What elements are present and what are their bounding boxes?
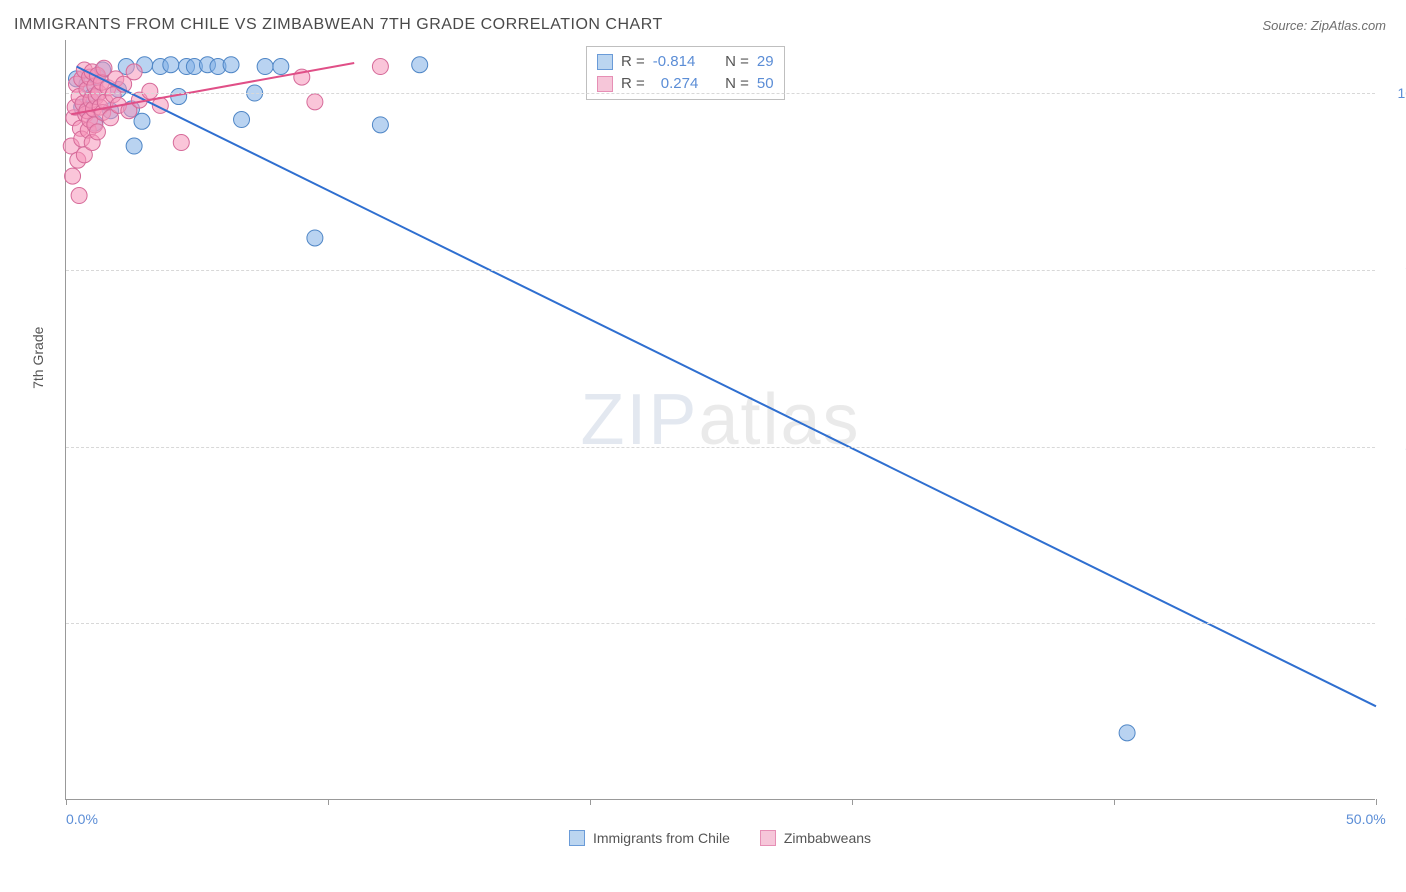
correlation-row-pink: R = 0.274 N = 50 (597, 73, 774, 95)
legend-label-pink: Zimbabweans (784, 830, 871, 846)
data-point (412, 57, 428, 73)
corr-r-label: R = (621, 73, 645, 95)
y-axis-label: 7th Grade (30, 327, 46, 389)
chart-title: IMMIGRANTS FROM CHILE VS ZIMBABWEAN 7TH … (14, 16, 663, 34)
gridline (66, 270, 1375, 271)
bottom-legend: Immigrants from Chile Zimbabweans (65, 830, 1375, 846)
data-point (1119, 725, 1135, 741)
data-point (307, 230, 323, 246)
data-point (257, 59, 273, 75)
corr-n-value-blue: 29 (757, 51, 774, 73)
data-point (126, 138, 142, 154)
data-point (273, 59, 289, 75)
corr-r-value-pink: 0.274 (653, 73, 709, 95)
correlation-legend: R = -0.814 N = 29 R = 0.274 N = 50 (586, 46, 785, 100)
swatch-pink (597, 76, 613, 92)
data-point (173, 135, 189, 151)
legend-item-blue: Immigrants from Chile (569, 830, 730, 846)
data-point (65, 168, 81, 184)
legend-label-blue: Immigrants from Chile (593, 830, 730, 846)
data-point (223, 57, 239, 73)
chart-source: Source: ZipAtlas.com (1262, 18, 1386, 33)
legend-item-pink: Zimbabweans (760, 830, 871, 846)
legend-swatch-blue (569, 830, 585, 846)
data-point (372, 59, 388, 75)
x-tick-label: 50.0% (1346, 811, 1386, 827)
data-point (307, 94, 323, 110)
x-tick (66, 799, 67, 805)
gridline (66, 93, 1375, 94)
corr-n-label: N = (717, 73, 749, 95)
x-tick (328, 799, 329, 805)
chart-svg (66, 40, 1375, 799)
legend-swatch-pink (760, 830, 776, 846)
data-point (234, 112, 250, 128)
swatch-blue (597, 54, 613, 70)
plot-area: ZIPatlas R = -0.814 N = 29 R = 0.274 N =… (65, 40, 1375, 800)
data-point (126, 64, 142, 80)
trend-line (76, 67, 1376, 707)
x-tick (1376, 799, 1377, 805)
chart-header: IMMIGRANTS FROM CHILE VS ZIMBABWEAN 7TH … (0, 0, 1406, 40)
data-point (89, 124, 105, 140)
corr-r-value-blue: -0.814 (653, 51, 709, 73)
plot-container: ZIPatlas R = -0.814 N = 29 R = 0.274 N =… (65, 40, 1375, 800)
x-tick (852, 799, 853, 805)
y-tick-label: 100.0% (1398, 85, 1406, 101)
data-point (163, 57, 179, 73)
gridline (66, 447, 1375, 448)
corr-n-label: N = (717, 51, 749, 73)
x-tick-label: 0.0% (66, 811, 98, 827)
data-point (142, 83, 158, 99)
x-tick (1114, 799, 1115, 805)
data-point (372, 117, 388, 133)
corr-n-value-pink: 50 (757, 73, 774, 95)
data-point (134, 113, 150, 129)
correlation-row-blue: R = -0.814 N = 29 (597, 51, 774, 73)
gridline (66, 623, 1375, 624)
data-point (71, 188, 87, 204)
x-tick (590, 799, 591, 805)
corr-r-label: R = (621, 51, 645, 73)
